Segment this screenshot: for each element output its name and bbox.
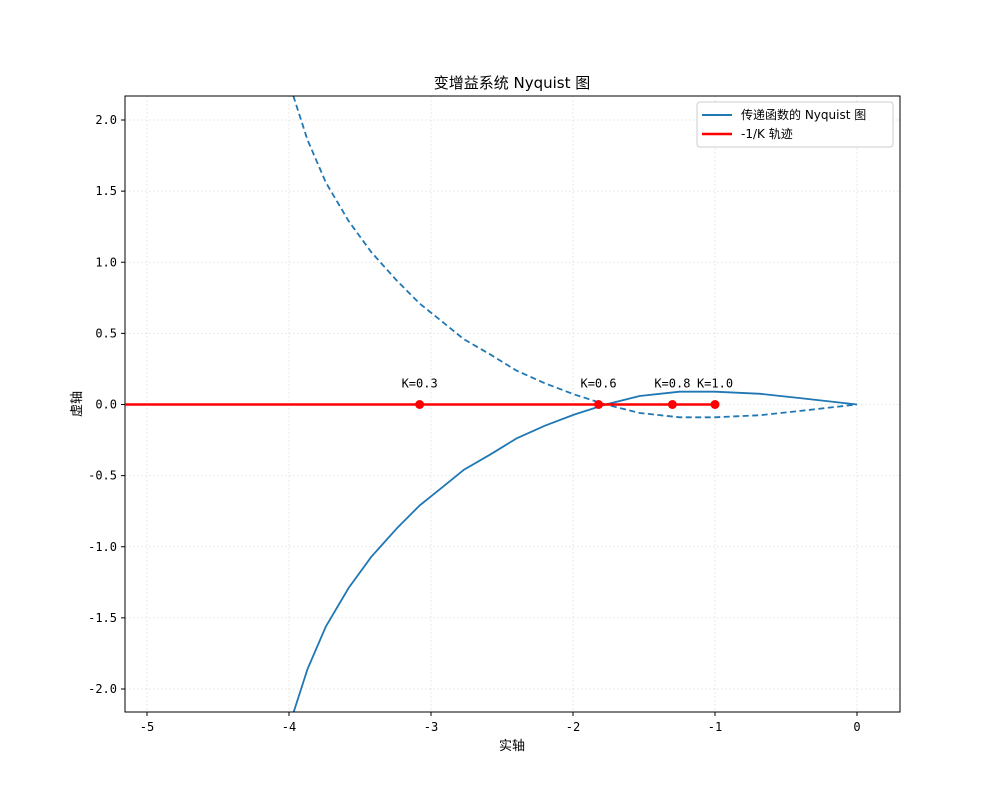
k-point-marker	[594, 400, 604, 409]
chart-title: 变增益系统 Nyquist 图	[434, 74, 591, 92]
x-tick-label: -2	[566, 720, 580, 734]
y-tick-label: 0.5	[95, 326, 117, 340]
y-tick-label: 1.5	[95, 184, 117, 198]
plot-area	[125, 96, 858, 712]
series-line	[292, 96, 858, 419]
k-point-marker	[415, 400, 425, 409]
x-axis-label: 实轴	[499, 739, 525, 754]
legend-box	[696, 101, 894, 148]
y-tick-label: 1.0	[95, 255, 117, 269]
legend: 传递函数的 Nyquist 图 -1/K 轨迹	[696, 101, 894, 148]
x-tick-label: -5	[140, 720, 154, 734]
series-line	[292, 390, 858, 712]
legend-nyquist-label: 传递函数的 Nyquist 图	[741, 107, 866, 122]
x-tick-label: -4	[282, 720, 296, 734]
k-point-marker	[710, 400, 720, 409]
k-point-marker	[667, 400, 677, 409]
k-point-label: K=0.6	[580, 377, 616, 391]
legend-locus-label: -1/K 轨迹	[741, 127, 793, 141]
k-annotations: K=0.3 K=0.6 K=0.8 K=1.0	[402, 377, 733, 391]
y-tick-label: 2.0	[95, 113, 117, 127]
y-tick-label: -1.0	[88, 540, 117, 554]
x-tick-label: -3	[424, 720, 438, 734]
y-axis-ticks: 2.0 1.5 1.0 0.5 0.0 -0.5 -1.0 -1.5 -2.0	[88, 113, 125, 696]
x-axis-ticks: -5 -4 -3 -2 -1 0	[140, 712, 861, 734]
y-tick-label: -0.5	[88, 469, 117, 483]
k-point-label: K=0.3	[402, 377, 438, 391]
k-point-label: K=1.0	[697, 377, 733, 391]
x-tick-label: 0	[853, 720, 860, 734]
y-axis-label: 虚轴	[70, 391, 85, 417]
y-tick-label: -2.0	[88, 682, 117, 696]
y-tick-label: -1.5	[88, 611, 117, 625]
k-points	[415, 400, 720, 409]
x-tick-label: -1	[708, 720, 722, 734]
k-point-label: K=0.8	[654, 377, 690, 391]
y-tick-label: 0.0	[95, 398, 117, 412]
